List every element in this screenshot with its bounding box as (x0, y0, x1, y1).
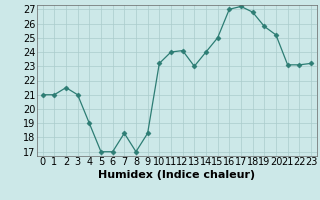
X-axis label: Humidex (Indice chaleur): Humidex (Indice chaleur) (98, 170, 255, 180)
